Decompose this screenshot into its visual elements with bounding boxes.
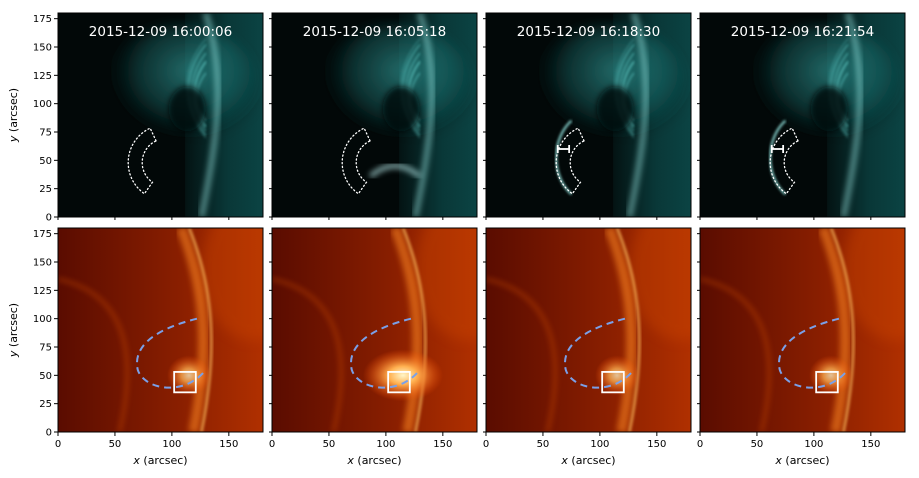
top-panel-1: 2015-12-09 16:00:06 xyxy=(57,12,264,218)
bright-limb xyxy=(176,228,209,432)
dotted-sector-marker xyxy=(555,127,585,195)
x-tick-label: 100 xyxy=(376,439,395,450)
y-tick-label: 100 xyxy=(33,99,52,110)
bottom-panel-2 xyxy=(271,227,478,433)
y-tick-label: 25 xyxy=(39,184,52,195)
y-tick-label: 175 xyxy=(33,14,52,25)
error-bar-marker xyxy=(556,145,571,153)
flare-brightening xyxy=(368,163,422,179)
x-axis-label: x (arcsec) xyxy=(560,454,615,467)
x-axis-label: x (arcsec) xyxy=(774,454,829,467)
y-tick-label: 0 xyxy=(46,213,52,224)
box-overlay xyxy=(387,371,411,394)
x-axis-col-4: 0 50 100 150 x (arcsec) xyxy=(697,217,880,467)
bottom-panel-4 xyxy=(699,227,906,433)
panel-timestamp: 2015-12-09 16:05:18 xyxy=(303,24,446,40)
bright-limb xyxy=(390,228,423,432)
y-axis-row-2: 0 25 50 75 100 125 150 175 y (arcsec) xyxy=(7,229,700,439)
y-tick-label: 25 xyxy=(39,399,52,410)
panel-frame xyxy=(485,12,692,218)
panels-layer: 2015-12-09 16:00:06 2015-12-09 16:05:18 20… xyxy=(57,12,906,433)
error-bar-marker xyxy=(770,145,785,153)
x-tick-label: 150 xyxy=(647,439,666,450)
x-tick-label: 150 xyxy=(433,439,452,450)
bright-limb xyxy=(818,228,851,432)
y-tick-label: 150 xyxy=(33,43,52,54)
bright-limb xyxy=(604,228,637,432)
dashed-loop-overlay xyxy=(778,317,849,389)
y-tick-label: 100 xyxy=(33,314,52,325)
x-tick-label: 0 xyxy=(483,439,489,450)
y-tick-label: 125 xyxy=(33,71,52,82)
axes-layer: 0 25 50 75 100 125 150 175 y (arcsec) 0 25 50 75 100 1… xyxy=(7,14,880,467)
y-tick-label: 75 xyxy=(39,343,52,354)
panel-frame xyxy=(699,12,906,218)
x-tick-label: 0 xyxy=(55,439,61,450)
y-tick-label: 0 xyxy=(46,428,52,439)
panel-frame xyxy=(485,227,692,433)
x-axis-col-1: 0 50 100 150 x (arcsec) xyxy=(55,217,238,467)
dotted-sector-marker xyxy=(769,127,799,195)
panel-frame xyxy=(57,12,264,218)
flare-kernel xyxy=(362,349,443,402)
x-axis-label: x (arcsec) xyxy=(346,454,401,467)
top-panel-4: 2015-12-09 16:21:54 xyxy=(699,12,906,218)
solar-limb-bright xyxy=(198,13,221,217)
top-panel-2: 2015-12-09 16:05:18 xyxy=(271,12,478,218)
y-axis-row-1: 0 25 50 75 100 125 150 175 y (arcsec) xyxy=(7,14,700,224)
x-tick-label: 150 xyxy=(219,439,238,450)
x-tick-label: 50 xyxy=(109,439,122,450)
x-tick-label: 50 xyxy=(537,439,550,450)
x-tick-label: 100 xyxy=(804,439,823,450)
x-tick-label: 150 xyxy=(861,439,880,450)
dashed-loop-overlay xyxy=(564,317,635,389)
y-tick-label: 50 xyxy=(39,371,52,382)
y-tick-label: 125 xyxy=(33,286,52,297)
x-axis-col-3: 0 50 100 150 x (arcsec) xyxy=(483,217,666,467)
top-panel-3: 2015-12-09 16:18:30 xyxy=(485,12,692,218)
y-tick-label: 175 xyxy=(33,229,52,240)
panel-frame xyxy=(699,227,906,433)
y-tick-label: 75 xyxy=(39,128,52,139)
panel-timestamp: 2015-12-09 16:18:30 xyxy=(517,24,660,40)
panel-timestamp: 2015-12-09 16:21:54 xyxy=(731,24,874,40)
x-tick-label: 100 xyxy=(162,439,181,450)
panel-frame xyxy=(57,227,264,433)
x-tick-label: 0 xyxy=(697,439,703,450)
flare-kernel xyxy=(594,355,639,396)
bottom-panel-3 xyxy=(485,227,692,433)
solar-limb-bright xyxy=(840,13,863,217)
flare-kernel xyxy=(808,355,853,396)
y-tick-label: 50 xyxy=(39,156,52,167)
dashed-loop-overlay xyxy=(350,317,421,389)
x-axis-col-2: 0 50 100 150 x (arcsec) xyxy=(269,217,452,467)
solar-limb-bright xyxy=(412,13,435,217)
dotted-sector-marker xyxy=(127,127,157,195)
x-tick-label: 0 xyxy=(269,439,275,450)
y-axis-label: y (arcsec) xyxy=(7,88,20,143)
dashed-loop-overlay xyxy=(136,317,207,389)
solar-limb-bright xyxy=(626,13,649,217)
x-tick-label: 50 xyxy=(323,439,336,450)
bottom-panel-1 xyxy=(57,227,264,433)
y-tick-label: 150 xyxy=(33,258,52,269)
box-overlay xyxy=(173,371,197,394)
dotted-sector-marker xyxy=(341,127,371,195)
y-axis-label: y (arcsec) xyxy=(7,303,20,358)
panel-frame xyxy=(271,12,478,218)
x-tick-label: 50 xyxy=(751,439,764,450)
box-overlay xyxy=(601,371,625,394)
flare-kernel xyxy=(166,355,211,396)
panel-frame xyxy=(271,227,478,433)
x-axis-label: x (arcsec) xyxy=(132,454,187,467)
panel-timestamp: 2015-12-09 16:00:06 xyxy=(89,24,232,40)
box-overlay xyxy=(815,371,839,394)
x-tick-label: 100 xyxy=(590,439,609,450)
